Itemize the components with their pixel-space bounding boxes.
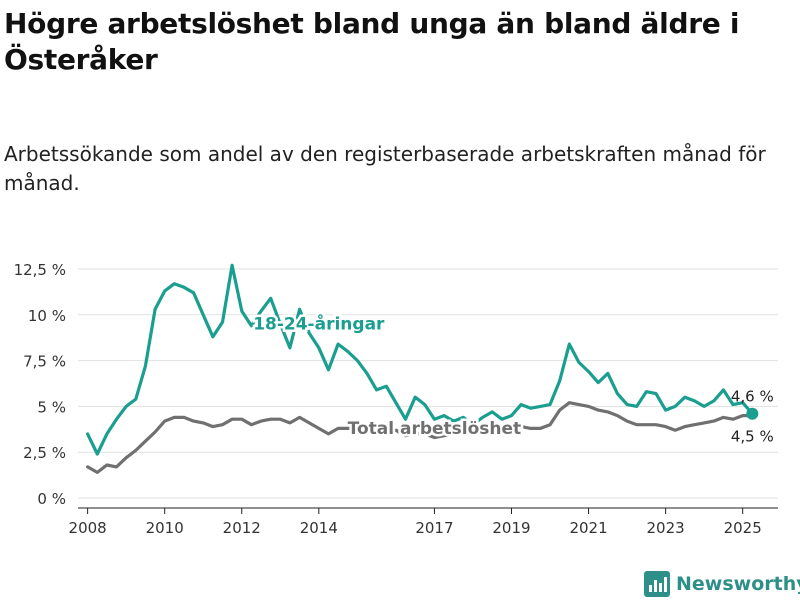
logo-bar — [649, 585, 652, 592]
x-tick-label: 2008 — [69, 519, 107, 537]
y-tick-label: 5 % — [37, 398, 66, 416]
y-tick-label: 2,5 % — [23, 444, 66, 462]
x-tick-label: 2021 — [569, 519, 607, 537]
x-tick-label: 2017 — [415, 519, 453, 537]
series-line-0 — [86, 263, 754, 456]
brand-name: Newsworthy — [676, 573, 800, 595]
x-tick-label: 2025 — [724, 519, 762, 537]
series-label-1: Total arbetslöshet — [348, 419, 522, 439]
axis-layer: 0 % 2,5 % 5 % 7,5 % 10 % 12,5 % 2008 2010 2012 20… — [14, 261, 778, 537]
y-tick-label: 0 % — [37, 490, 66, 508]
series-line-1 — [86, 401, 754, 474]
x-tick-label: 2023 — [647, 519, 685, 537]
logo-bar — [664, 577, 667, 592]
y-tick-label: 12,5 % — [14, 261, 66, 279]
brand: Newsworthy — [644, 570, 800, 598]
x-tick-label: 2014 — [300, 519, 338, 537]
series-label-0: 18-24-åringar — [253, 312, 385, 334]
newsworthy-logo-icon — [644, 571, 670, 597]
end-point-marker — [746, 407, 759, 420]
y-tick-label: 10 % — [28, 307, 66, 325]
grid-layer — [78, 268, 778, 499]
x-tick-label: 2012 — [223, 519, 261, 537]
chart-subtitle: Arbetssökande som andel av den registerb… — [4, 142, 766, 195]
end-value-label-1: 4,5 % — [731, 428, 774, 446]
x-tick-label: 2010 — [146, 519, 184, 537]
label-layer: 18-24-åringar Total arbetslöshet 4,6 % 4,5 … — [251, 310, 774, 446]
y-tick-label: 7,5 % — [23, 353, 66, 371]
logo-bar — [654, 580, 657, 592]
series-layer — [86, 263, 754, 474]
logo-bar — [659, 583, 662, 592]
x-tick-label: 2019 — [492, 519, 530, 537]
chart-title: Högre arbetslöshet bland unga än bland ä… — [4, 7, 740, 76]
end-value-label-0: 4,6 % — [731, 388, 774, 406]
